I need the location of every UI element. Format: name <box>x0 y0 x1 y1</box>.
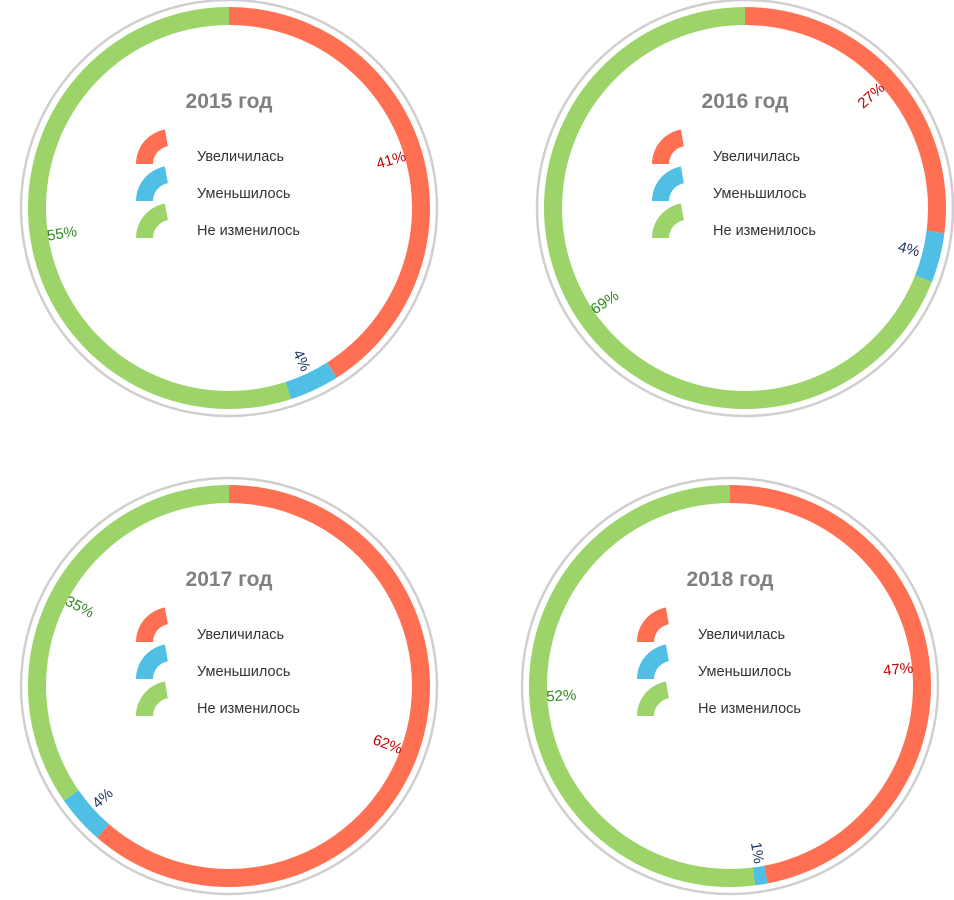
donut-chart-3: 62% 4% 35% 2017 год Увеличилась Уменьшилось Не… <box>19 476 439 896</box>
legend-label: Уменьшилось <box>698 664 791 680</box>
legend-label: Уменьшилось <box>713 186 806 202</box>
slice-Уменьшилось <box>915 230 945 282</box>
legend-label: Уменьшилось <box>197 664 290 680</box>
legend-marker-0 <box>652 129 684 164</box>
chart-title: 2017 год <box>186 568 273 591</box>
legend-marker-2 <box>652 203 684 238</box>
legend-item: Не изменилось <box>637 681 801 717</box>
chart-title: 2015 год <box>186 90 273 113</box>
legend-label: Не изменилось <box>698 701 801 717</box>
legend-label: Увеличилась <box>197 149 284 165</box>
slice-label: 4% <box>89 785 116 812</box>
slice-Увеличилась <box>97 485 430 887</box>
legend-marker-2 <box>136 203 168 238</box>
donut-chart-1: 41% 4% 55% 2015 год Увеличилась Уменьшилось Не… <box>19 0 439 418</box>
legend-label: Увеличилась <box>698 627 785 643</box>
slice-label: 55% <box>46 223 78 244</box>
legend-item: Уменьшилось <box>652 166 806 202</box>
slice-Увеличилась <box>229 7 430 378</box>
legend-label: Не изменилось <box>713 223 816 239</box>
legend-item: Не изменилось <box>136 681 300 717</box>
legend-marker-1 <box>652 166 684 201</box>
slice-Не изменилось <box>28 485 229 801</box>
legend-label: Не изменилось <box>197 701 300 717</box>
legend-marker-0 <box>136 129 168 164</box>
slice-Уменьшилось <box>63 790 109 838</box>
slice-label: 1% <box>747 841 767 865</box>
legend-item: Увеличилась <box>637 607 785 643</box>
slice-Уменьшилось <box>285 362 337 400</box>
chart-border <box>19 0 439 418</box>
donut-chart-4: 47% 1% 52% 2018 год Увеличилась Уменьшилось Не… <box>520 476 940 896</box>
slice-label: 52% <box>546 687 577 706</box>
legend-item: Увеличилась <box>136 129 284 165</box>
chart-legend: Увеличилась Уменьшилось Не изменилось <box>652 129 816 239</box>
slice-label: 4% <box>896 239 921 261</box>
chart-border <box>19 476 439 896</box>
legend-item: Уменьшилось <box>136 644 290 680</box>
chart-border <box>535 0 954 418</box>
slice-Увеличилась <box>745 7 946 234</box>
chart-title: 2018 год <box>687 568 774 591</box>
legend-item: Не изменилось <box>136 203 300 239</box>
chart-legend: Увеличилась Уменьшилось Не изменилось <box>136 607 300 717</box>
chart-legend: Увеличилась Уменьшилось Не изменилось <box>136 129 300 239</box>
chart-title: 2016 год <box>702 90 789 113</box>
legend-marker-2 <box>637 681 669 716</box>
legend-label: Уменьшилось <box>197 186 290 202</box>
legend-marker-1 <box>136 644 168 679</box>
legend-item: Уменьшилось <box>136 166 290 202</box>
chart-border <box>520 476 940 896</box>
legend-label: Не изменилось <box>197 223 300 239</box>
legend-marker-1 <box>637 644 669 679</box>
slice-Увеличилась <box>730 485 931 884</box>
chart-legend: Увеличилась Уменьшилось Не изменилось <box>637 607 801 717</box>
legend-marker-2 <box>136 681 168 716</box>
slice-label: 62% <box>370 731 404 757</box>
legend-label: Увеличилась <box>197 627 284 643</box>
slice-label: 47% <box>882 660 913 680</box>
legend-item: Уменьшилось <box>637 644 791 680</box>
legend-item: Увеличилась <box>652 129 800 165</box>
legend-marker-1 <box>136 166 168 201</box>
donut-chart-2: 27%4%69%2016 годУвеличиласьУменьшилосьНе… <box>535 0 954 418</box>
slice-Не изменилось <box>528 485 756 887</box>
slice-Уменьшилось <box>752 865 768 886</box>
legend-label: Увеличилась <box>713 149 800 165</box>
legend-marker-0 <box>136 607 168 642</box>
slice-label: 4% <box>289 347 314 374</box>
legend-item: Увеличилась <box>136 607 284 643</box>
slice-label: 35% <box>62 593 96 622</box>
legend-marker-0 <box>637 607 669 642</box>
slice-label: 41% <box>374 148 408 173</box>
legend-item: Не изменилось <box>652 203 816 239</box>
